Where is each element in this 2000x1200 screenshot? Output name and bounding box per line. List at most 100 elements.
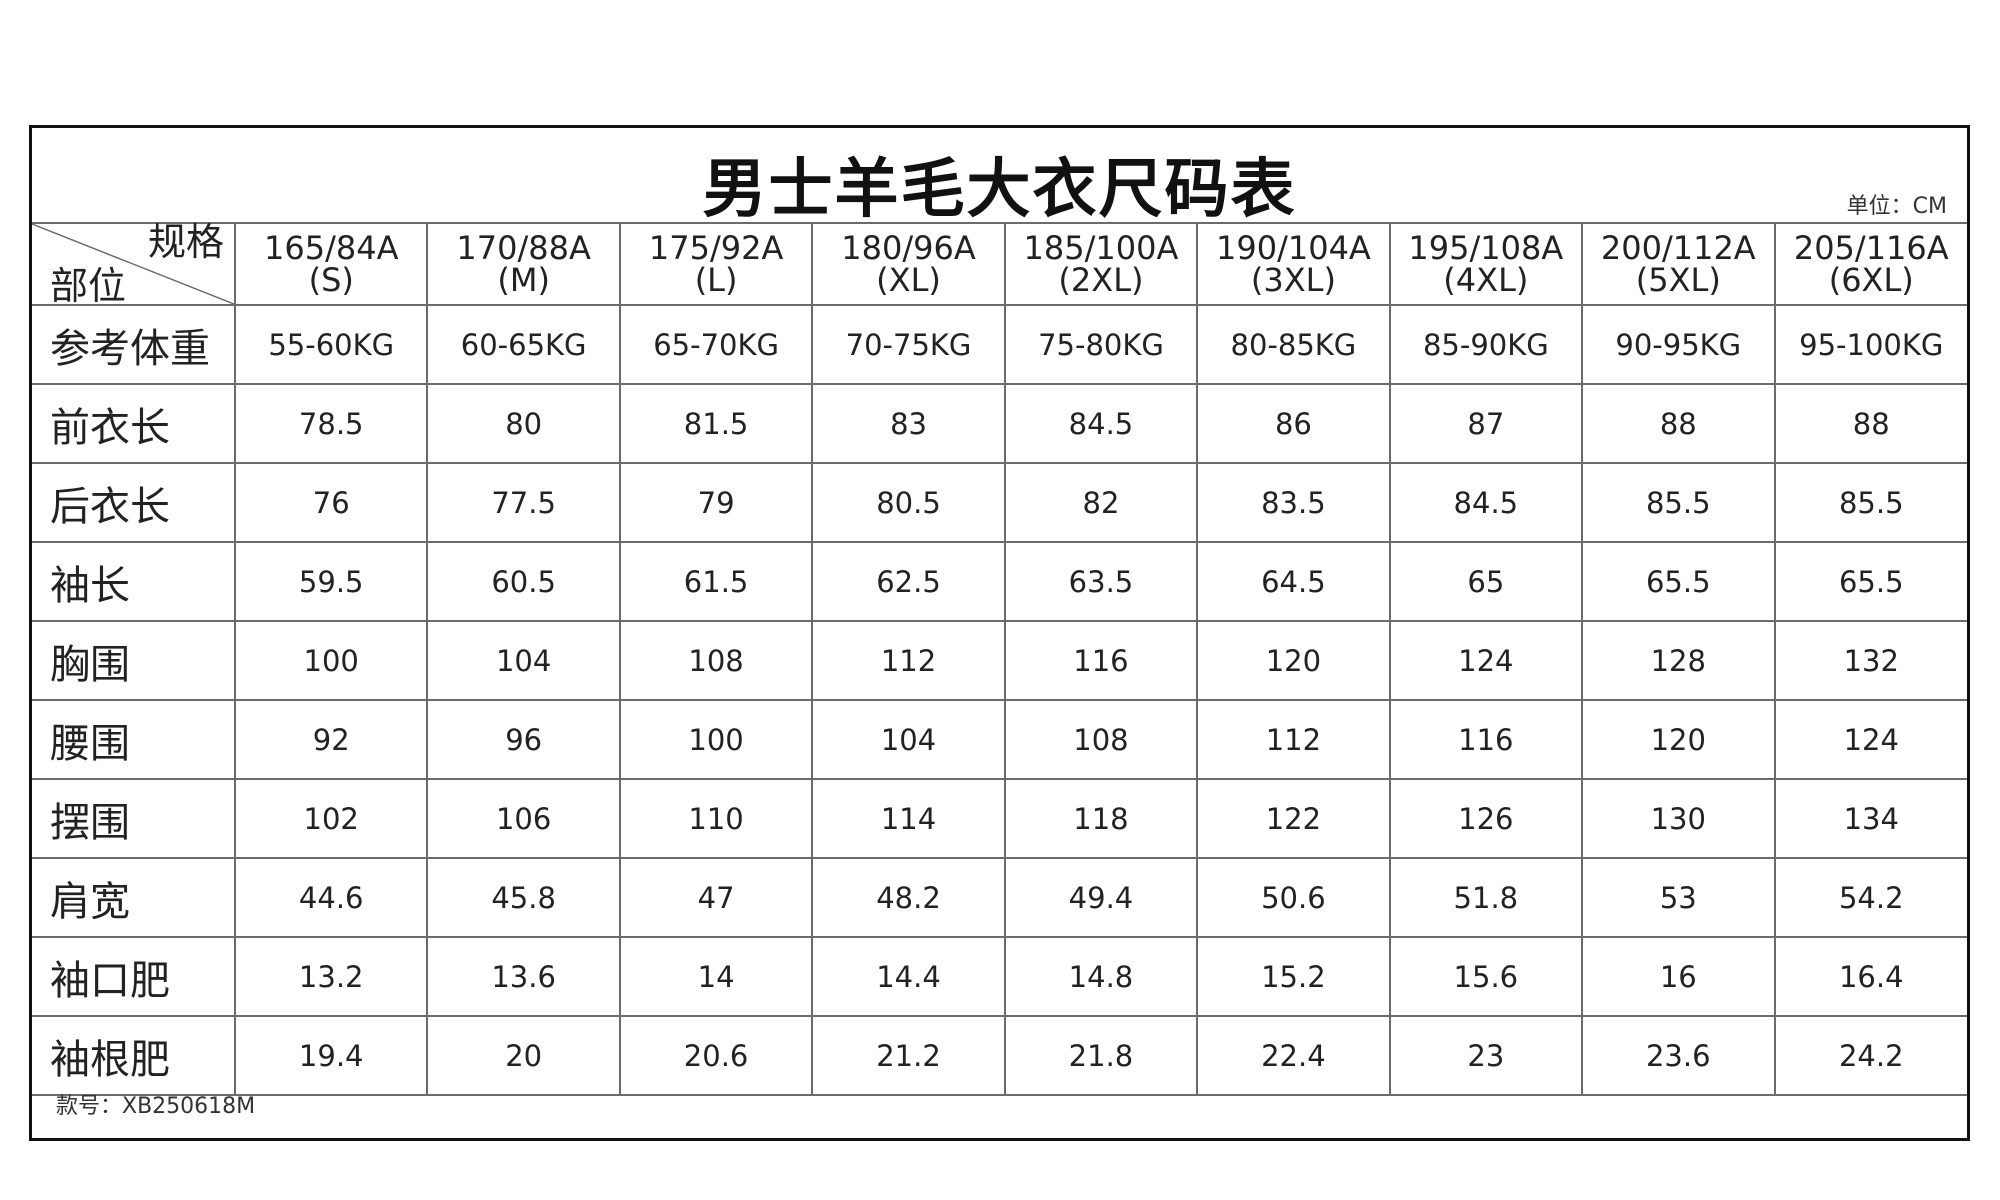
table-cell: 82 <box>1003 462 1199 543</box>
size-header: 200/112A (5XL) <box>1581 222 1776 306</box>
table-cell: 110 <box>618 778 814 859</box>
table-cell: 132 <box>1773 620 1967 701</box>
table-cell: 76 <box>233 462 429 543</box>
size-code: (2XL) <box>1058 261 1144 299</box>
size-chart: 男士羊毛大衣尺码表 单位：CM 规格 部位 165/84A (S) 170/88A (M)… <box>29 125 1970 1141</box>
size-header: 170/88A (M) <box>426 222 621 306</box>
size-header: 190/104A (3XL) <box>1196 222 1391 306</box>
table-cell: 106 <box>426 778 621 859</box>
table-cell: 85.5 <box>1773 462 1967 543</box>
table-cell: 77.5 <box>426 462 621 543</box>
size-code: (6XL) <box>1828 261 1914 299</box>
table-cell: 124 <box>1773 699 1967 780</box>
table-cell: 20.6 <box>618 1015 814 1096</box>
table-cell: 20 <box>426 1015 621 1096</box>
table-cell: 75-80KG <box>1003 304 1199 385</box>
table-cell: 118 <box>1003 778 1199 859</box>
size-header: 205/116A (6XL) <box>1773 222 1967 306</box>
row-label: 腰围 <box>32 699 236 780</box>
table-cell: 60.5 <box>426 541 621 622</box>
table-cell: 81.5 <box>618 383 814 464</box>
table-cell: 85.5 <box>1581 462 1776 543</box>
table-cell: 54.2 <box>1773 857 1967 938</box>
row-label: 袖口肥 <box>32 936 236 1017</box>
row-label: 肩宽 <box>32 857 236 938</box>
size-header: 165/84A (S) <box>233 222 429 306</box>
table-cell: 47 <box>618 857 814 938</box>
table-cell: 65 <box>1388 541 1584 622</box>
size-code: (5XL) <box>1635 261 1721 299</box>
table-cell: 22.4 <box>1196 1015 1391 1096</box>
table-cell: 14 <box>618 936 814 1017</box>
size-spec: 195/108A <box>1408 229 1564 267</box>
row-label: 摆围 <box>32 778 236 859</box>
table-cell: 16.4 <box>1773 936 1967 1017</box>
size-code: (L) <box>694 261 738 299</box>
table-cell: 13.2 <box>233 936 429 1017</box>
table-cell: 70-75KG <box>811 304 1006 385</box>
size-code: (S) <box>308 261 354 299</box>
size-code: (M) <box>497 261 550 299</box>
table-cell: 84.5 <box>1003 383 1199 464</box>
row-label: 参考体重 <box>32 304 236 385</box>
table-row: 前衣长 78.5 80 81.5 83 84.5 86 87 88 88 <box>32 383 1967 464</box>
table-cell: 23.6 <box>1581 1015 1776 1096</box>
table-cell: 83 <box>811 383 1006 464</box>
table-cell: 55-60KG <box>233 304 429 385</box>
size-spec: 185/100A <box>1023 229 1179 267</box>
corner-spec-label: 规格 <box>147 220 224 264</box>
table-cell: 15.2 <box>1196 936 1391 1017</box>
size-spec: 175/92A <box>648 229 784 267</box>
table-cell: 120 <box>1581 699 1776 780</box>
table-cell: 79 <box>618 462 814 543</box>
table-cell: 80 <box>426 383 621 464</box>
header-row: 规格 部位 165/84A (S) 170/88A (M) 175/92A (L) 180/96… <box>32 220 1967 306</box>
table-row: 腰围 92 96 100 104 108 112 116 120 124 <box>32 699 1967 780</box>
table-cell: 128 <box>1581 620 1776 701</box>
table-cell: 65.5 <box>1773 541 1967 622</box>
table-cell: 80.5 <box>811 462 1006 543</box>
table-cell: 88 <box>1581 383 1776 464</box>
table-row: 后衣长 76 77.5 79 80.5 82 83.5 84.5 85.5 85.5 <box>32 462 1967 543</box>
table-cell: 100 <box>233 620 429 701</box>
table-cell: 88 <box>1773 383 1967 464</box>
table-cell: 23 <box>1388 1015 1584 1096</box>
table-cell: 124 <box>1388 620 1584 701</box>
table-cell: 85-90KG <box>1388 304 1584 385</box>
table-cell: 83.5 <box>1196 462 1391 543</box>
row-label: 袖长 <box>32 541 236 622</box>
size-spec: 190/104A <box>1215 229 1371 267</box>
table-cell: 86 <box>1196 383 1391 464</box>
table-cell: 59.5 <box>233 541 429 622</box>
size-spec: 200/112A <box>1600 229 1756 267</box>
table-cell: 49.4 <box>1003 857 1199 938</box>
row-label: 前衣长 <box>32 383 236 464</box>
table-cell: 19.4 <box>233 1015 429 1096</box>
table-cell: 96 <box>426 699 621 780</box>
table-cell: 87 <box>1388 383 1584 464</box>
table-row: 肩宽 44.6 45.8 47 48.2 49.4 50.6 51.8 53 54.2 <box>32 857 1967 938</box>
table-row: 袖口肥 13.2 13.6 14 14.4 14.8 15.2 15.6 16 16.4 <box>32 936 1967 1017</box>
table-cell: 60-65KG <box>426 304 621 385</box>
table-cell: 64.5 <box>1196 541 1391 622</box>
table-row: 袖根肥 19.4 20 20.6 21.2 21.8 22.4 23 23.6 24.2 <box>32 1015 1967 1096</box>
table-cell: 100 <box>618 699 814 780</box>
size-header: 175/92A (L) <box>618 222 814 306</box>
table-cell: 102 <box>233 778 429 859</box>
corner-cell: 规格 部位 <box>32 220 236 306</box>
table-cell: 134 <box>1773 778 1967 859</box>
size-spec: 205/116A <box>1793 229 1949 267</box>
style-number: 款号：XB250618M <box>56 1094 256 1119</box>
table-cell: 44.6 <box>233 857 429 938</box>
table-cell: 16 <box>1581 936 1776 1017</box>
table-cell: 65.5 <box>1581 541 1776 622</box>
table-cell: 14.8 <box>1003 936 1199 1017</box>
table-cell: 62.5 <box>811 541 1006 622</box>
table-row: 摆围 102 106 110 114 118 122 126 130 134 <box>32 778 1967 859</box>
table-cell: 104 <box>811 699 1006 780</box>
unit-label: 单位：CM <box>1846 194 1947 219</box>
size-header: 180/96A (XL) <box>811 222 1006 306</box>
table-cell: 78.5 <box>233 383 429 464</box>
table-cell: 108 <box>618 620 814 701</box>
table-cell: 45.8 <box>426 857 621 938</box>
